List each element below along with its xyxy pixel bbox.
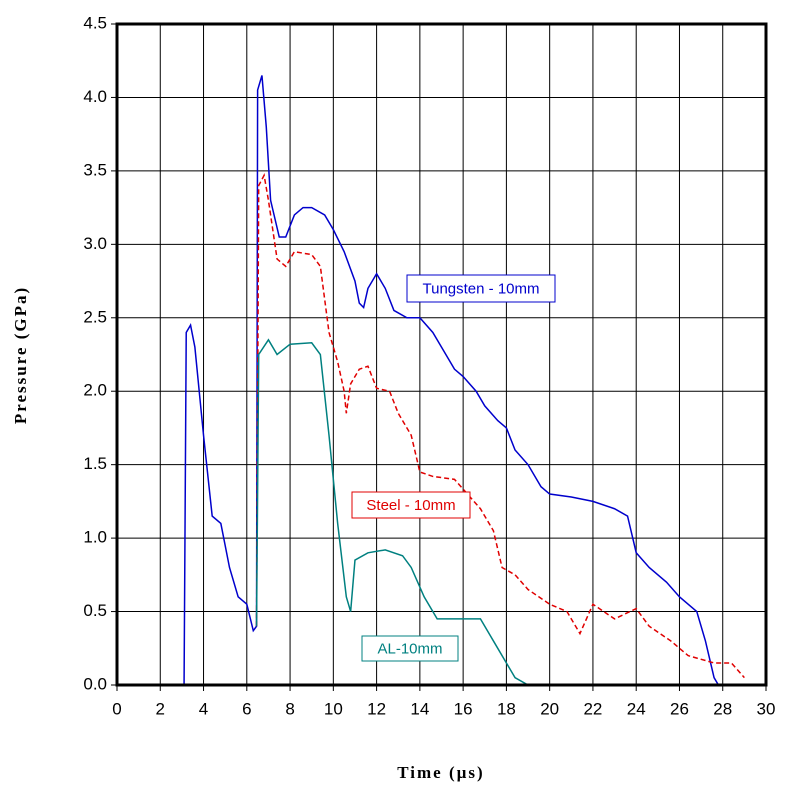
x-tick-label: 28 — [713, 699, 732, 718]
y-tick-label: 3.0 — [83, 234, 107, 253]
legend-box — [351, 491, 471, 519]
x-tick-label: 20 — [540, 699, 559, 718]
x-tick-label: 2 — [156, 699, 165, 718]
x-tick-label: 12 — [367, 699, 386, 718]
y-tick-label: 1.5 — [83, 454, 107, 473]
x-tick-label: 10 — [324, 699, 343, 718]
y-tick-label: 0.5 — [83, 601, 107, 620]
y-axis-title: Pressure (GPa) — [11, 286, 30, 424]
x-axis-title: Time (µs) — [397, 763, 484, 782]
x-tick-label: 8 — [285, 699, 294, 718]
y-tick-label: 1.0 — [83, 528, 107, 547]
series-line — [117, 75, 720, 686]
x-tick-label: 22 — [583, 699, 602, 718]
legend-label: AL-10mm — [377, 640, 442, 657]
y-tick-label: 4.5 — [83, 13, 107, 32]
x-tick-label: 0 — [112, 699, 121, 718]
y-tick-label: 2.0 — [83, 381, 107, 400]
y-tick-label: 0.0 — [83, 674, 107, 693]
y-tick-label: 2.5 — [83, 307, 107, 326]
y-tick-label: 4.0 — [83, 87, 107, 106]
plot-frame — [115, 22, 768, 687]
x-tick-label: 18 — [497, 699, 516, 718]
legend-label: Tungsten - 10mm — [423, 280, 540, 297]
x-tick-label: 14 — [410, 699, 429, 718]
series-line — [255, 172, 745, 679]
legend-box — [361, 635, 459, 662]
x-tick-label: 26 — [670, 699, 689, 718]
legend-label: Steel - 10mm — [366, 497, 455, 514]
series-line — [255, 338, 546, 686]
x-tick-label: 6 — [242, 699, 251, 718]
x-tick-label: 4 — [199, 699, 208, 718]
y-tick-label: 3.5 — [83, 160, 107, 179]
legend-box — [406, 274, 556, 303]
x-tick-label: 16 — [454, 699, 473, 718]
x-tick-label: 24 — [627, 699, 646, 718]
x-tick-label: 30 — [757, 699, 776, 718]
